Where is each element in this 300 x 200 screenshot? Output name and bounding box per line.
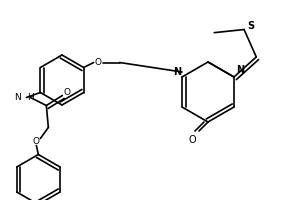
Text: N: N xyxy=(15,93,21,102)
Text: N: N xyxy=(173,67,181,77)
Text: O: O xyxy=(64,88,71,97)
Text: O: O xyxy=(33,137,40,146)
Text: O: O xyxy=(188,135,196,145)
Text: O: O xyxy=(94,58,101,67)
Text: S: S xyxy=(248,21,255,31)
Text: N: N xyxy=(236,65,244,75)
Text: H: H xyxy=(27,93,34,102)
